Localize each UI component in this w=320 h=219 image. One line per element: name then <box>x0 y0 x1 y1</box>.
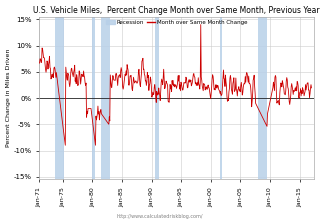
Bar <box>55 17 64 179</box>
Title: U.S. Vehicle Miles,  Percent Change Month over Same Month, Previous Year: U.S. Vehicle Miles, Percent Change Month… <box>34 5 320 14</box>
Bar <box>101 17 110 179</box>
Legend: Recession, Month over Same Month Change: Recession, Month over Same Month Change <box>106 19 248 26</box>
Bar <box>155 17 159 179</box>
Text: http://www.calculatedriskblog.com/: http://www.calculatedriskblog.com/ <box>117 214 203 219</box>
Bar <box>220 17 222 179</box>
Bar <box>92 17 95 179</box>
Bar <box>258 17 267 179</box>
Y-axis label: Percent Change in Miles Driven: Percent Change in Miles Driven <box>5 49 11 147</box>
